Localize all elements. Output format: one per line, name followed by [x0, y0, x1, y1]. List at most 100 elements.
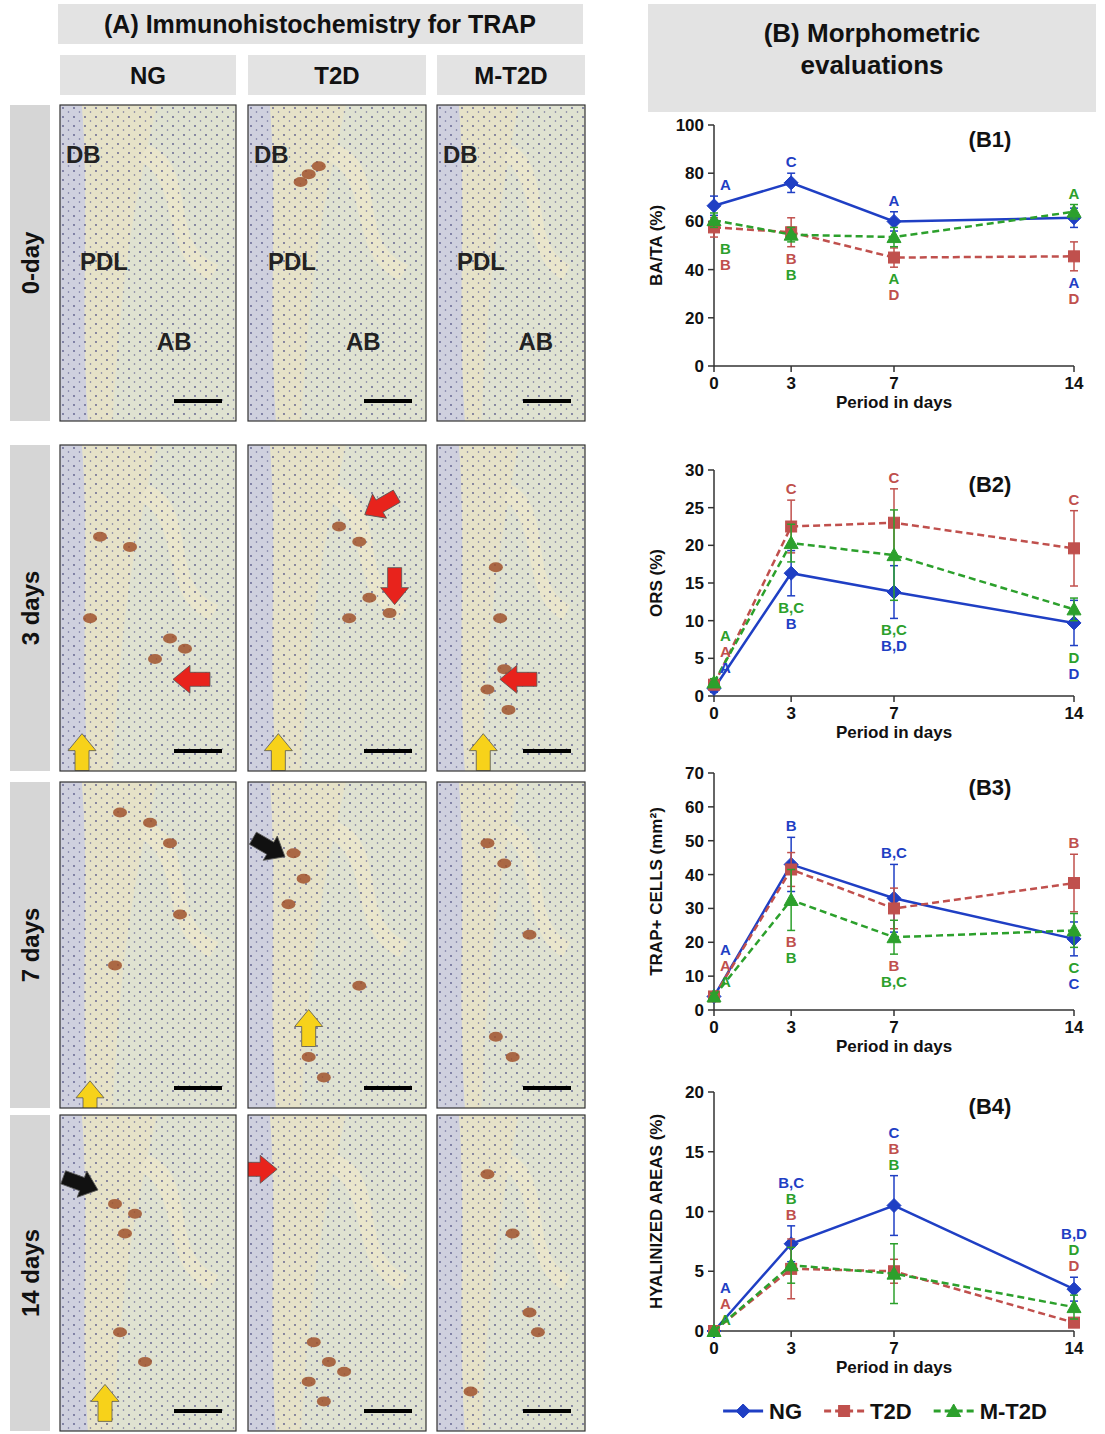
data-point [707, 199, 721, 213]
data-point [707, 675, 721, 688]
micrograph [248, 1115, 426, 1431]
significance-letter: B [889, 1140, 900, 1157]
significance-letter: A [1069, 185, 1080, 202]
legend-label: M-T2D [980, 1399, 1047, 1424]
trap-cell [352, 537, 366, 547]
x-axis-title: Period in days [836, 1037, 952, 1056]
significance-letter: B [889, 957, 900, 974]
micrograph [60, 1115, 236, 1431]
significance-letter: A [720, 1279, 731, 1296]
y-tick-label: 40 [685, 866, 704, 885]
image-frame [60, 782, 236, 1108]
trap-cell [480, 838, 494, 848]
image-frame [60, 105, 236, 421]
data-point [887, 548, 901, 561]
trap-cell [108, 1199, 122, 1209]
data-point [887, 930, 901, 943]
significance-letter: A [720, 659, 731, 676]
y-tick-label: 10 [685, 967, 704, 986]
data-point [707, 1324, 721, 1337]
significance-letter: A [889, 192, 900, 209]
error-cap [787, 1247, 795, 1249]
error-cap [890, 1243, 898, 1245]
x-tick-label: 0 [709, 1339, 718, 1358]
error-cap [890, 1175, 898, 1177]
y-tick-label: 5 [695, 649, 704, 668]
error-cap [1070, 1294, 1078, 1296]
significance-letter: A [720, 643, 731, 660]
image-frame [248, 1115, 426, 1431]
significance-letter: A [720, 1311, 731, 1328]
y-tick-label: 0 [695, 687, 704, 706]
nuclei-texture [248, 1115, 426, 1431]
x-tick [713, 696, 715, 702]
tissue-bg [437, 105, 585, 421]
y-tick-label: 10 [685, 612, 704, 631]
significance-letter: C [1069, 491, 1080, 508]
y-tick-label: 50 [685, 832, 704, 851]
data-point [887, 1199, 901, 1213]
x-tick [893, 696, 895, 702]
data-point [1069, 1317, 1080, 1328]
significance-letter: A [720, 941, 731, 958]
x-tick [790, 696, 792, 702]
x-axis-title: Period in days [836, 723, 952, 742]
trap-cell [480, 685, 494, 695]
data-point [1067, 205, 1081, 218]
y-tick [708, 1091, 714, 1093]
error-cap [710, 236, 718, 238]
significance-letter: B,C [778, 599, 804, 616]
error-cap [890, 920, 898, 922]
significance-letter: B,C [881, 973, 907, 990]
tissue-label: PDL [268, 248, 316, 275]
tissue-bg [60, 105, 236, 421]
significance-letter: B [786, 933, 797, 950]
nuclei-texture [437, 105, 585, 421]
panel-header [648, 4, 1096, 112]
significance-letter: A [720, 176, 731, 193]
tissue-bg [60, 782, 236, 1108]
error-cap [710, 227, 718, 229]
figure: (A) Immunohistochemistry for TRAPNGT2DM-… [0, 0, 1105, 1434]
trap-cell [497, 859, 511, 869]
significance-letter: D [1069, 290, 1080, 307]
error-cap [890, 1235, 898, 1237]
y-tick-label: 15 [685, 1143, 704, 1162]
significance-letter: A [889, 270, 900, 287]
tissue-label: PDL [457, 248, 505, 275]
column-label: T2D [314, 62, 359, 89]
error-cap [890, 1303, 898, 1305]
error-cap [787, 1282, 795, 1284]
y-tick [708, 582, 714, 584]
row-header [10, 105, 50, 421]
panel-header [58, 4, 583, 44]
nuclei-texture [248, 782, 426, 1108]
column-label: M-T2D [474, 62, 547, 89]
significance-letter: B,C [881, 621, 907, 638]
series-line [714, 869, 1074, 996]
error-cap [787, 172, 795, 174]
trap-cell [294, 177, 308, 187]
tissue-label: AB [518, 328, 553, 355]
trap-cell [506, 1052, 520, 1062]
micrograph [437, 445, 585, 771]
plot-data [707, 837, 1081, 1003]
x-tick-label: 7 [889, 1018, 898, 1037]
micrograph [248, 445, 426, 771]
y-tick [708, 658, 714, 660]
y-tick [708, 975, 714, 977]
arrow [173, 665, 210, 693]
data-point [1067, 1282, 1081, 1296]
error-cap [787, 852, 795, 854]
trap-cell [128, 1209, 142, 1219]
scale-bar [523, 399, 571, 403]
data-point [1069, 543, 1080, 554]
y-tick [708, 908, 714, 910]
trap-cell [501, 705, 515, 715]
nuclei-texture [437, 445, 585, 771]
nuclei-texture [60, 782, 236, 1108]
scale-bar [523, 749, 571, 753]
x-tick [713, 1010, 715, 1016]
data-point [1067, 923, 1081, 936]
error-cap [787, 217, 795, 219]
